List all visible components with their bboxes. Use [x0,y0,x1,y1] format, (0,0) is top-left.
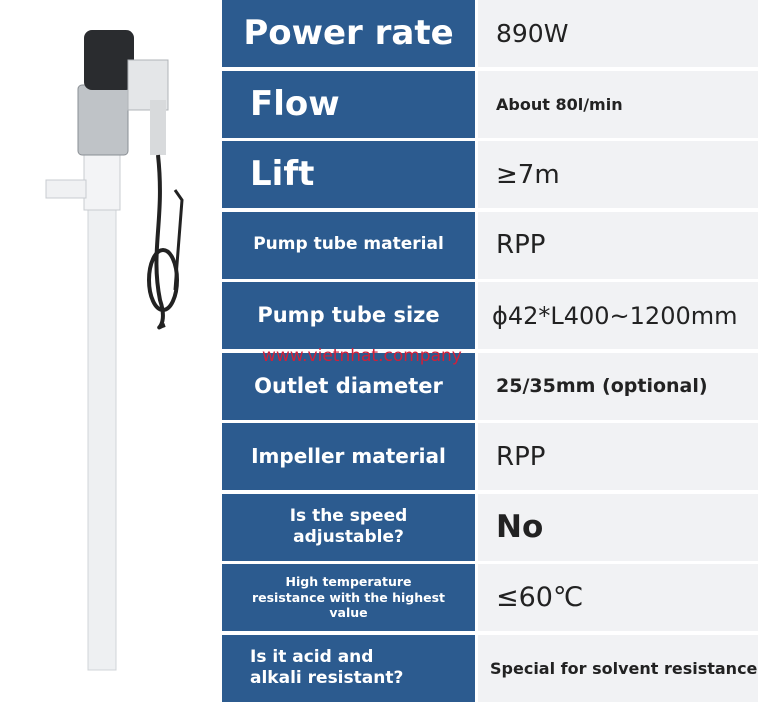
spec-label: Outlet diameter [222,352,475,420]
spec-value: 25/35mm (optional) [478,352,758,420]
spec-label: Lift [222,141,475,208]
spec-row: High temperature resistance with the hig… [222,564,758,631]
spec-row: Outlet diameter 25/35mm (optional) [222,352,758,420]
spec-label: Impeller material [222,423,475,490]
spec-label: Is it acid and alkali resistant? [222,634,475,702]
spec-label: Is the speed adjustable? [222,493,475,561]
spec-row: Power rate 890W [222,0,758,67]
spec-row: Is it acid and alkali resistant? Special … [222,634,758,702]
spec-row: Impeller material RPP [222,423,758,490]
spec-value: 890W [478,0,758,67]
spec-row: Pump tube material RPP [222,211,758,279]
spec-row: Is the speed adjustable? No [222,493,758,561]
spec-value: RPP [478,211,758,279]
spec-value: RPP [478,423,758,490]
spec-value: ϕ42*L400~1200mm [478,282,758,349]
spec-label: High temperature resistance with the hig… [222,564,475,631]
spec-value: About 80l/min [478,70,758,138]
spec-row: Flow About 80l/min [222,70,758,138]
spec-row: Lift ≥7m [222,141,758,208]
spec-label: Pump tube material [222,211,475,279]
spec-label: Pump tube size [222,282,475,349]
spec-value: ≥7m [478,141,758,208]
spec-label: Flow [222,70,475,138]
spec-row: Pump tube size ϕ42*L400~1200mm [222,282,758,349]
spec-label: Power rate [222,0,475,67]
spec-value: ≤60℃ [478,564,758,631]
spec-value: Special for solvent resistance [478,634,758,702]
watermark: www.vietnhat.company [262,346,462,366]
pump-image [45,30,184,671]
spec-value: No [478,493,758,561]
